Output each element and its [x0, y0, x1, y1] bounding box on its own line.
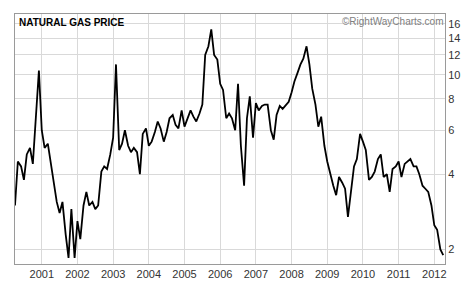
svg-text:2002: 2002: [65, 268, 89, 280]
svg-text:2004: 2004: [137, 268, 161, 280]
svg-text:2001: 2001: [30, 268, 54, 280]
svg-text:12: 12: [448, 49, 460, 61]
svg-text:6: 6: [448, 124, 454, 136]
svg-text:©RightWayCharts.com: ©RightWayCharts.com: [342, 16, 443, 27]
svg-text:2008: 2008: [279, 268, 303, 280]
svg-text:2007: 2007: [244, 268, 268, 280]
svg-text:2005: 2005: [172, 268, 196, 280]
svg-text:8: 8: [448, 93, 454, 105]
svg-text:2012: 2012: [422, 268, 446, 280]
svg-text:2006: 2006: [208, 268, 232, 280]
svg-text:2009: 2009: [315, 268, 339, 280]
svg-text:2010: 2010: [351, 268, 375, 280]
svg-text:NATURAL GAS PRICE: NATURAL GAS PRICE: [19, 17, 125, 28]
svg-text:10: 10: [448, 69, 460, 81]
svg-text:16: 16: [448, 18, 460, 30]
svg-text:2011: 2011: [387, 268, 411, 280]
svg-text:2003: 2003: [101, 268, 125, 280]
svg-text:2: 2: [448, 243, 454, 255]
svg-text:14: 14: [448, 32, 460, 44]
svg-text:4: 4: [448, 168, 454, 180]
